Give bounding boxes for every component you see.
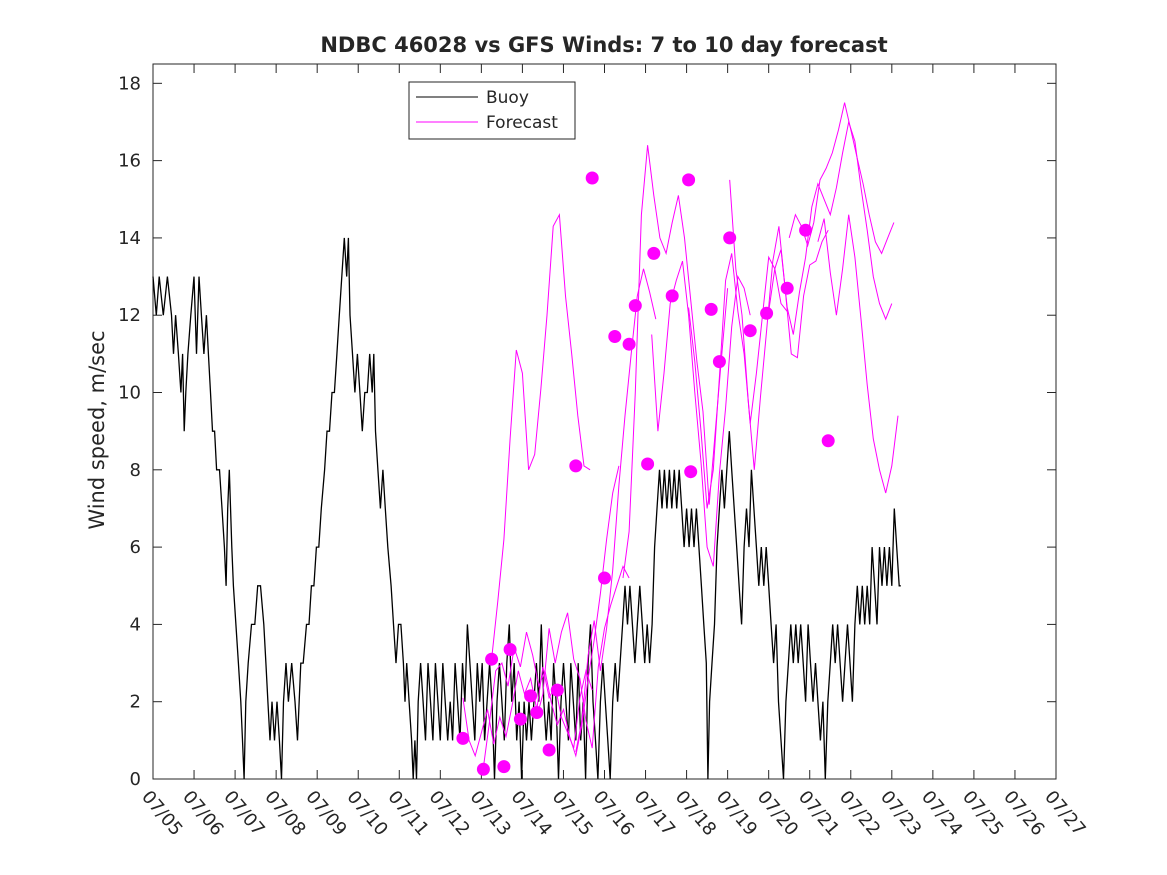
forecast-marker-point	[569, 459, 583, 473]
legend-entry-buoy: Buoy	[486, 88, 529, 108]
series-forecast-line-2	[482, 465, 620, 768]
series-forecast-line-3	[491, 212, 591, 660]
y-tick-label: 10	[118, 383, 141, 404]
forecast-marker-point	[524, 689, 538, 703]
forecast-marker-point	[780, 281, 794, 295]
forecast-marker-point	[585, 171, 599, 185]
forecast-marker-point	[684, 465, 698, 479]
y-axis-ticks: 0 2 4 6 8 10 12 14 16 18	[118, 73, 1056, 790]
forecast-marker-point	[628, 299, 642, 313]
forecast-marker-point	[497, 760, 511, 774]
forecast-marker-point	[821, 434, 835, 448]
y-tick-label: 16	[118, 151, 141, 172]
marker-layer	[456, 171, 835, 776]
forecast-marker-point	[456, 731, 470, 745]
forecast-marker-point	[760, 306, 774, 320]
forecast-marker-point	[513, 712, 527, 726]
series-forecast-line-6	[622, 145, 729, 579]
forecast-marker-point	[647, 246, 661, 260]
series-forecast-line-5	[575, 268, 657, 752]
y-tick-label: 0	[130, 769, 141, 790]
forecast-marker-point	[530, 706, 544, 719]
forecast-marker-point	[723, 231, 737, 245]
y-tick-label: 8	[130, 460, 141, 481]
series-forecast-line-12	[817, 214, 899, 494]
series-forecast-line-9	[729, 179, 829, 470]
y-tick-label: 6	[130, 537, 141, 558]
series-forecast-line-8	[688, 253, 788, 509]
y-tick-label: 14	[118, 228, 141, 249]
axes-box	[152, 63, 1057, 780]
forecast-marker-point	[622, 337, 636, 351]
legend-entry-forecast: Forecast	[486, 113, 558, 133]
forecast-marker-point	[608, 330, 622, 343]
forecast-marker-point	[550, 683, 564, 697]
forecast-marker-point	[682, 173, 696, 187]
forecast-marker-point	[542, 743, 556, 757]
legend: Buoy Forecast	[408, 81, 576, 140]
series-forecast-line-7	[651, 260, 751, 567]
forecast-marker-point	[665, 289, 679, 303]
forecast-marker-point	[704, 302, 718, 316]
forecast-marker-point	[712, 355, 726, 369]
forecast-marker-point	[743, 324, 757, 338]
forecast-marker-point	[598, 571, 611, 585]
series-forecast-line-10	[768, 120, 893, 335]
chart-title: NDBC 46028 vs GFS Winds: 7 to 10 day for…	[320, 33, 887, 57]
series-forecast-line-11	[788, 102, 895, 255]
series-forecast-line-4	[536, 565, 630, 749]
y-axis-label: Wind speed, m/sec	[85, 330, 109, 529]
forecast-marker-point	[641, 457, 655, 471]
forecast-marker-point	[503, 643, 517, 656]
y-tick-label: 4	[130, 614, 141, 635]
forecast-marker-point	[485, 652, 499, 666]
y-tick-label: 2	[130, 692, 141, 713]
y-tick-label: 12	[118, 305, 141, 326]
legend-box	[408, 81, 576, 140]
forecast-marker-point	[799, 223, 813, 237]
y-tick-label: 18	[118, 73, 141, 94]
forecast-marker-point	[476, 762, 490, 776]
